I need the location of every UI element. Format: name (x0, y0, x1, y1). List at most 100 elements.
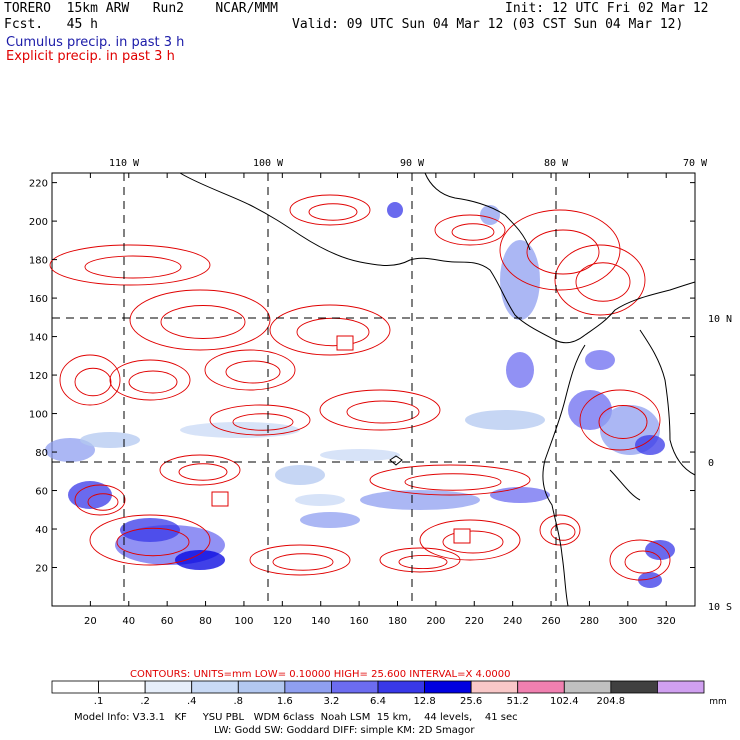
colorbar-label: 102.4 (550, 696, 579, 707)
colorbar-swatch (51, 680, 99, 694)
precip-area (360, 490, 480, 510)
colorbar-swatch (98, 680, 146, 694)
contour-line (451, 223, 495, 241)
colorbar-swatch (191, 680, 239, 694)
contour-value-box (453, 528, 471, 544)
precip-area (465, 410, 545, 430)
coastline (179, 172, 696, 607)
contour-line (579, 389, 661, 451)
x-tick-label: 300 (618, 616, 637, 627)
colorbar-swatch (610, 680, 658, 694)
y-tick-label: 140 (29, 333, 48, 344)
colorbar-swatch (144, 680, 193, 694)
x-tick-label: 40 (122, 616, 135, 627)
y-tick-label: 80 (35, 448, 48, 459)
colorbar-label: 3.2 (323, 696, 339, 707)
contour-line (269, 304, 391, 356)
contour-line (624, 550, 662, 574)
contour-line (129, 289, 271, 351)
x-tick-label: 100 (234, 616, 253, 627)
precip-area (585, 350, 615, 370)
contour-line (369, 464, 531, 496)
model-title: TORERO 15km ARW Run2 NCAR/MMM (4, 1, 278, 16)
contour-line (554, 244, 646, 316)
colorbar-label: 6.4 (370, 696, 386, 707)
contour-line (204, 349, 296, 391)
x-axis: 20 40 60 80 100 120 140 160 180 200 220 240 260 280 30… (84, 173, 676, 627)
lon-label: 100 W (253, 158, 284, 169)
y-tick-label: 100 (29, 410, 48, 421)
precip-area (275, 465, 325, 485)
precip-area (295, 494, 345, 506)
colorbar-label: .1 (94, 696, 104, 707)
contour-value-box (336, 335, 354, 351)
colorbar-swatch (517, 680, 565, 694)
precip-area (320, 449, 400, 461)
x-tick-label: 320 (657, 616, 676, 627)
y-tick-label: 40 (35, 525, 48, 536)
precip-area (645, 540, 675, 560)
model-info-line: Model Info: V3.3.1 KF YSU PBL WDM 6class… (74, 712, 518, 723)
precip-area (120, 518, 180, 542)
contour-line (116, 527, 190, 557)
contour-line (272, 553, 334, 571)
legend-explicit: Explicit precip. in past 3 h (6, 49, 175, 64)
lat-labels: 10 N 0 10 S (708, 314, 732, 613)
contour-line (225, 360, 281, 384)
colorbar-label: 1.6 (277, 696, 293, 707)
contour-line (160, 305, 246, 339)
lat-label: 10 S (708, 602, 732, 613)
lon-label: 80 W (544, 158, 569, 169)
forecast-hour: Fcst. 45 h (4, 17, 98, 32)
precip-area (490, 487, 550, 503)
precip-area (180, 422, 300, 438)
x-tick-label: 120 (273, 616, 292, 627)
lon-label: 70 W (683, 158, 708, 169)
colorbar-label: 12.8 (413, 696, 435, 707)
colorbar-label: .8 (234, 696, 244, 707)
contour-line (346, 400, 420, 424)
colorbar-label: .2 (140, 696, 150, 707)
colorbar-swatch (237, 680, 286, 694)
x-tick-label: 80 (199, 616, 212, 627)
contour-line (398, 554, 448, 570)
init-time: Init: 12 UTC Fri 02 Mar 12 (505, 1, 709, 16)
contour-line (308, 203, 358, 221)
precip-area (300, 512, 360, 528)
precip-area (80, 432, 140, 448)
colorbar-swatch (657, 680, 705, 694)
contour-line (109, 359, 191, 401)
contour-line (89, 514, 211, 566)
contour-line (319, 389, 441, 431)
colorbar-label: 25.6 (460, 696, 482, 707)
precip-area (506, 352, 534, 388)
contour-line (598, 405, 648, 439)
contour-line (539, 514, 581, 546)
x-tick-label: 60 (161, 616, 174, 627)
colorbar: .1 .2 .4 .8 1.6 3.2 6.4 12.8 25.6 51.2 102.4 204.8 m… (51, 680, 727, 707)
x-tick-label: 20 (84, 616, 97, 627)
contour-line (550, 523, 576, 541)
contour-line (419, 519, 521, 561)
contour-line (128, 370, 178, 394)
colorbar-swatch (563, 680, 612, 694)
contour-line (232, 413, 294, 431)
contour-line (159, 454, 241, 486)
lat-label: 0 (708, 458, 714, 469)
contour-line (434, 214, 506, 246)
x-tick-label: 220 (465, 616, 484, 627)
colorbar-label: .4 (187, 696, 197, 707)
contour-line (87, 493, 119, 511)
colorbar-label: 204.8 (597, 696, 626, 707)
contour-line (49, 244, 211, 286)
precip-area (635, 435, 665, 455)
contour-layer (49, 194, 671, 581)
contour-line (404, 473, 502, 491)
x-tick-label: 240 (503, 616, 522, 627)
contour-line (84, 255, 182, 279)
colorbar-swatch (331, 680, 379, 694)
lon-label: 90 W (400, 158, 425, 169)
contour-line (209, 404, 311, 436)
contours-label: CONTOURS: UNITS=mm LOW= 0.10000 HIGH= 25… (130, 669, 511, 680)
